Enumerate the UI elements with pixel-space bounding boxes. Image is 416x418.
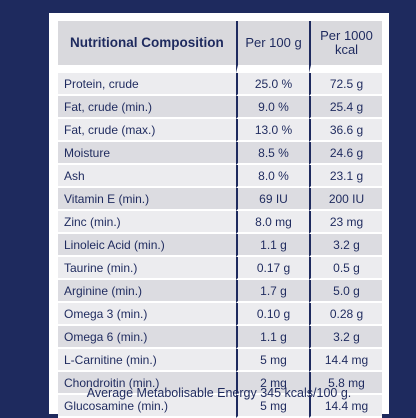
nutrient-name: Arginine (min.) [58, 280, 236, 303]
value-per-100g: 8.0 mg [236, 211, 309, 234]
value-per-1000kcal: 5.8 mg [309, 372, 382, 395]
header-per-100g: Per 100 g [236, 21, 309, 73]
table-row: L-Carnitine (min.) 5 mg 14.4 mg [58, 349, 382, 372]
nutrient-name: Protein, crude [58, 73, 236, 96]
table-row: Chondroitin (min.) 2 mg 5.8 mg [58, 372, 382, 395]
table-row: Taurine (min.) 0.17 g 0.5 g [58, 257, 382, 280]
value-per-1000kcal: 3.2 g [309, 326, 382, 349]
table-row: Arginine (min.) 1.7 g 5.0 g [58, 280, 382, 303]
value-per-1000kcal: 23 mg [309, 211, 382, 234]
value-per-100g: 69 IU [236, 188, 309, 211]
nutrient-name: Vitamin E (min.) [58, 188, 236, 211]
header-composition: Nutritional Composition [58, 21, 236, 73]
value-per-100g: 1.1 g [236, 234, 309, 257]
nutrient-name: Ash [58, 165, 236, 188]
value-per-1000kcal: 24.6 g [309, 142, 382, 165]
energy-footnote: Average Metabolisable Energy 345 kcals/1… [86, 386, 352, 400]
value-per-100g: 8.5 % [236, 142, 309, 165]
nutrient-name: Linoleic Acid (min.) [58, 234, 236, 257]
value-per-1000kcal: 200 IU [309, 188, 382, 211]
nutrient-name: Taurine (min.) [58, 257, 236, 280]
table-row: Linoleic Acid (min.) 1.1 g 3.2 g [58, 234, 382, 257]
value-per-100g: 5 mg [236, 395, 309, 418]
value-per-1000kcal: 0.5 g [309, 257, 382, 280]
table-row: Ash 8.0 % 23.1 g [58, 165, 382, 188]
nutrition-table: Nutritional Composition Per 100 g Per 10… [58, 21, 382, 418]
value-per-100g: 13.0 % [236, 119, 309, 142]
table-header-row: Nutritional Composition Per 100 g Per 10… [58, 21, 382, 73]
table-row: Omega 3 (min.) 0.10 g 0.28 g [58, 303, 382, 326]
value-per-1000kcal: 25.4 g [309, 96, 382, 119]
table-row: Protein, crude 25.0 % 72.5 g [58, 73, 382, 96]
value-per-100g: 25.0 % [236, 73, 309, 96]
nutrition-panel: Nutritional Composition Per 100 g Per 10… [49, 13, 389, 418]
value-per-1000kcal: 14.4 mg [309, 349, 382, 372]
value-per-100g: 1.1 g [236, 326, 309, 349]
nutrient-name: Zinc (min.) [58, 211, 236, 234]
value-per-1000kcal: 0.28 g [309, 303, 382, 326]
nutrient-name: Fat, crude (min.) [58, 96, 236, 119]
value-per-100g: 5 mg [236, 349, 309, 372]
header-per-1000kcal: Per 1000 kcal [309, 21, 382, 73]
table-row: Moisture 8.5 % 24.6 g [58, 142, 382, 165]
value-per-1000kcal: 3.2 g [309, 234, 382, 257]
nutrient-name: Moisture [58, 142, 236, 165]
nutrient-name: Fat, crude (max.) [58, 119, 236, 142]
nutrient-name: L-Carnitine (min.) [58, 349, 236, 372]
value-per-100g: 0.17 g [236, 257, 309, 280]
nutrient-name: Omega 6 (min.) [58, 326, 236, 349]
table-row: Omega 6 (min.) 1.1 g 3.2 g [58, 326, 382, 349]
table-row: Vitamin E (min.) 69 IU 200 IU [58, 188, 382, 211]
nutrient-name: Omega 3 (min.) [58, 303, 236, 326]
value-per-1000kcal: 23.1 g [309, 165, 382, 188]
value-per-100g: 9.0 % [236, 96, 309, 119]
value-per-100g: 1.7 g [236, 280, 309, 303]
value-per-100g: 0.10 g [236, 303, 309, 326]
value-per-1000kcal: 72.5 g [309, 73, 382, 96]
table-row: Zinc (min.) 8.0 mg 23 mg [58, 211, 382, 234]
value-per-1000kcal: 36.6 g [309, 119, 382, 142]
table-row: Fat, crude (min.) 9.0 % 25.4 g [58, 96, 382, 119]
nutrient-name: Chondroitin (min.) [58, 372, 236, 395]
value-per-100g: 2 mg [236, 372, 309, 395]
value-per-100g: 8.0 % [236, 165, 309, 188]
value-per-1000kcal: 5.0 g [309, 280, 382, 303]
table-row: Fat, crude (max.) 13.0 % 36.6 g [58, 119, 382, 142]
